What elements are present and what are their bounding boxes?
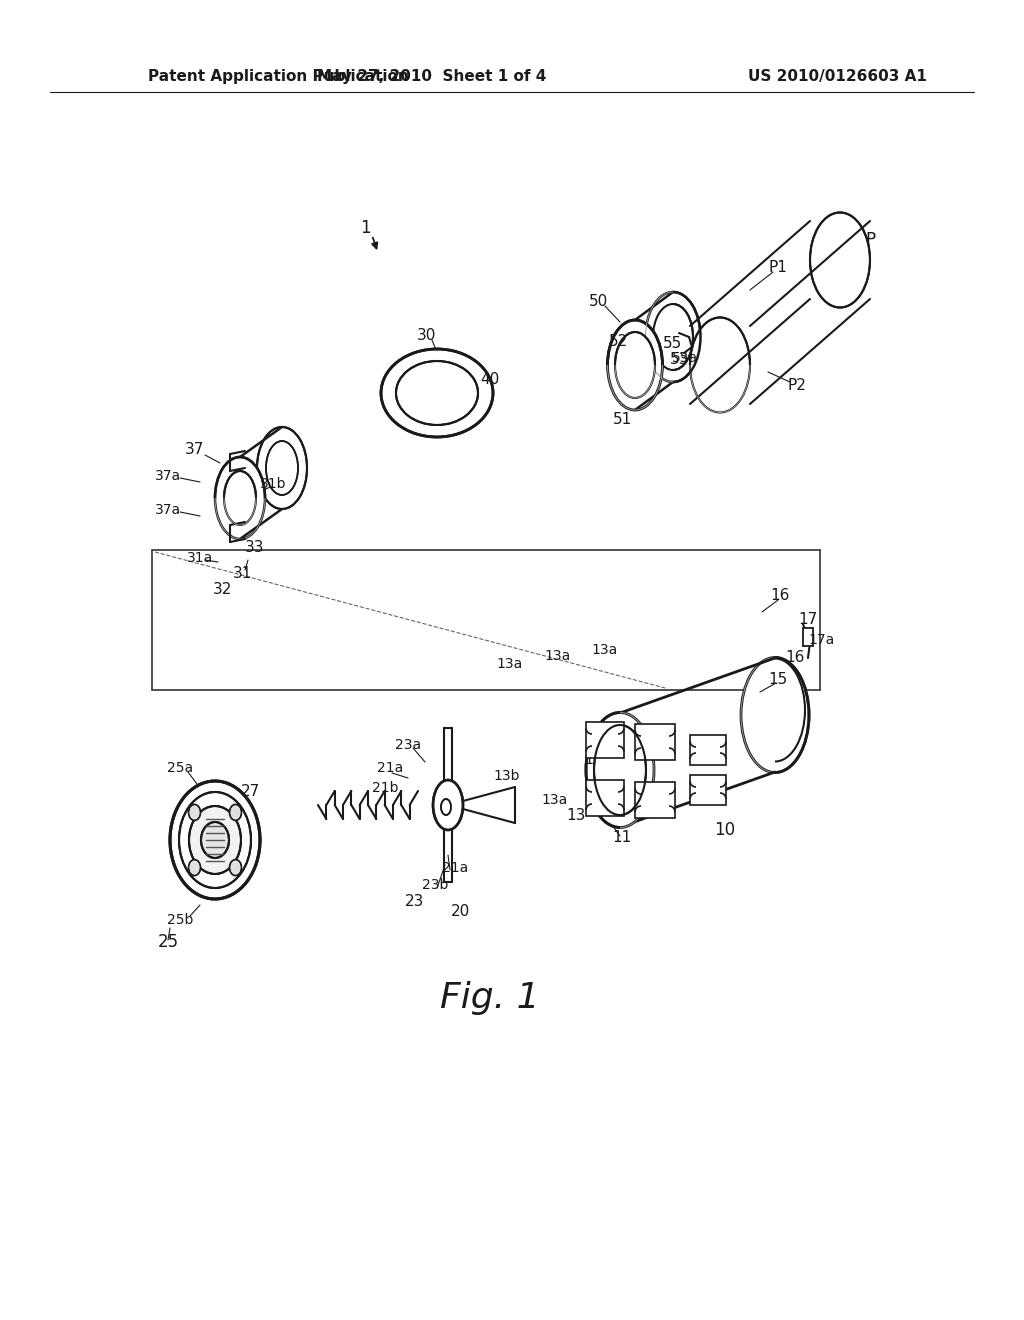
Ellipse shape (396, 360, 478, 425)
Ellipse shape (224, 471, 256, 525)
Text: May 27, 2010  Sheet 1 of 4: May 27, 2010 Sheet 1 of 4 (317, 69, 547, 83)
Bar (586, 780, 624, 816)
Text: 13a: 13a (497, 657, 523, 671)
Text: P: P (865, 231, 876, 249)
Ellipse shape (810, 213, 870, 308)
Ellipse shape (257, 426, 307, 510)
Ellipse shape (201, 822, 229, 858)
Text: 30: 30 (418, 329, 436, 343)
Ellipse shape (741, 657, 809, 772)
Ellipse shape (645, 292, 700, 381)
Ellipse shape (690, 318, 750, 412)
Text: 20: 20 (451, 904, 470, 920)
Text: 37a: 37a (155, 503, 181, 517)
Ellipse shape (381, 348, 493, 437)
Text: 15: 15 (768, 672, 787, 688)
Text: 11: 11 (612, 830, 632, 846)
Text: 25: 25 (158, 933, 178, 950)
Text: 31b: 31b (260, 477, 287, 491)
Ellipse shape (586, 713, 654, 828)
Text: 23: 23 (406, 895, 425, 909)
Text: 21a: 21a (377, 762, 403, 775)
Text: 13a: 13a (545, 649, 571, 663)
Text: 25a: 25a (167, 762, 194, 775)
Text: 55a: 55a (672, 351, 698, 366)
Ellipse shape (229, 859, 242, 875)
Text: 16: 16 (770, 589, 790, 603)
Ellipse shape (594, 725, 646, 814)
Ellipse shape (215, 457, 265, 539)
Text: 27: 27 (241, 784, 260, 800)
Text: 13b: 13b (494, 770, 520, 783)
Text: 50: 50 (589, 294, 607, 309)
Ellipse shape (188, 804, 201, 821)
Text: 23a: 23a (395, 738, 421, 752)
Text: Patent Application Publication: Patent Application Publication (148, 69, 409, 83)
Text: 31a: 31a (186, 550, 213, 565)
Text: P1: P1 (769, 260, 787, 276)
Text: 55: 55 (663, 337, 682, 351)
Text: US 2010/0126603 A1: US 2010/0126603 A1 (748, 69, 927, 83)
Text: 52: 52 (608, 334, 628, 350)
Bar (635, 781, 675, 818)
Bar (586, 722, 624, 758)
Text: 21b: 21b (372, 781, 398, 795)
Text: 1: 1 (359, 219, 371, 238)
Ellipse shape (433, 780, 463, 830)
Text: 13: 13 (566, 808, 586, 824)
Text: 40: 40 (480, 372, 500, 388)
Text: 13a: 13a (592, 643, 618, 657)
Ellipse shape (179, 792, 251, 888)
Text: 25b: 25b (167, 913, 194, 927)
Text: 13b: 13b (585, 752, 611, 767)
Text: 33: 33 (246, 540, 265, 556)
Ellipse shape (607, 319, 663, 411)
Bar (635, 723, 675, 760)
Bar (690, 735, 726, 766)
Text: 17: 17 (799, 612, 817, 627)
Text: 51: 51 (612, 412, 632, 428)
Text: 10: 10 (715, 821, 735, 840)
Bar (803, 628, 813, 645)
Ellipse shape (266, 441, 298, 495)
Text: 17a: 17a (809, 634, 836, 647)
Text: 37: 37 (185, 442, 205, 458)
Text: Fig. 1: Fig. 1 (440, 981, 540, 1015)
Ellipse shape (188, 859, 201, 875)
Ellipse shape (441, 799, 451, 814)
Ellipse shape (615, 333, 655, 399)
Text: 53: 53 (671, 352, 690, 367)
Text: 31: 31 (232, 565, 252, 581)
Text: 13a: 13a (542, 793, 568, 807)
Text: 21a: 21a (442, 861, 468, 875)
Text: 16: 16 (785, 651, 805, 665)
Ellipse shape (170, 781, 260, 899)
Text: 23b: 23b (422, 878, 449, 892)
Ellipse shape (653, 304, 693, 370)
Text: 32: 32 (213, 582, 232, 598)
Ellipse shape (189, 807, 241, 874)
Text: P2: P2 (787, 378, 807, 392)
Text: 37a: 37a (155, 469, 181, 483)
Ellipse shape (229, 804, 242, 821)
Bar (690, 775, 726, 805)
